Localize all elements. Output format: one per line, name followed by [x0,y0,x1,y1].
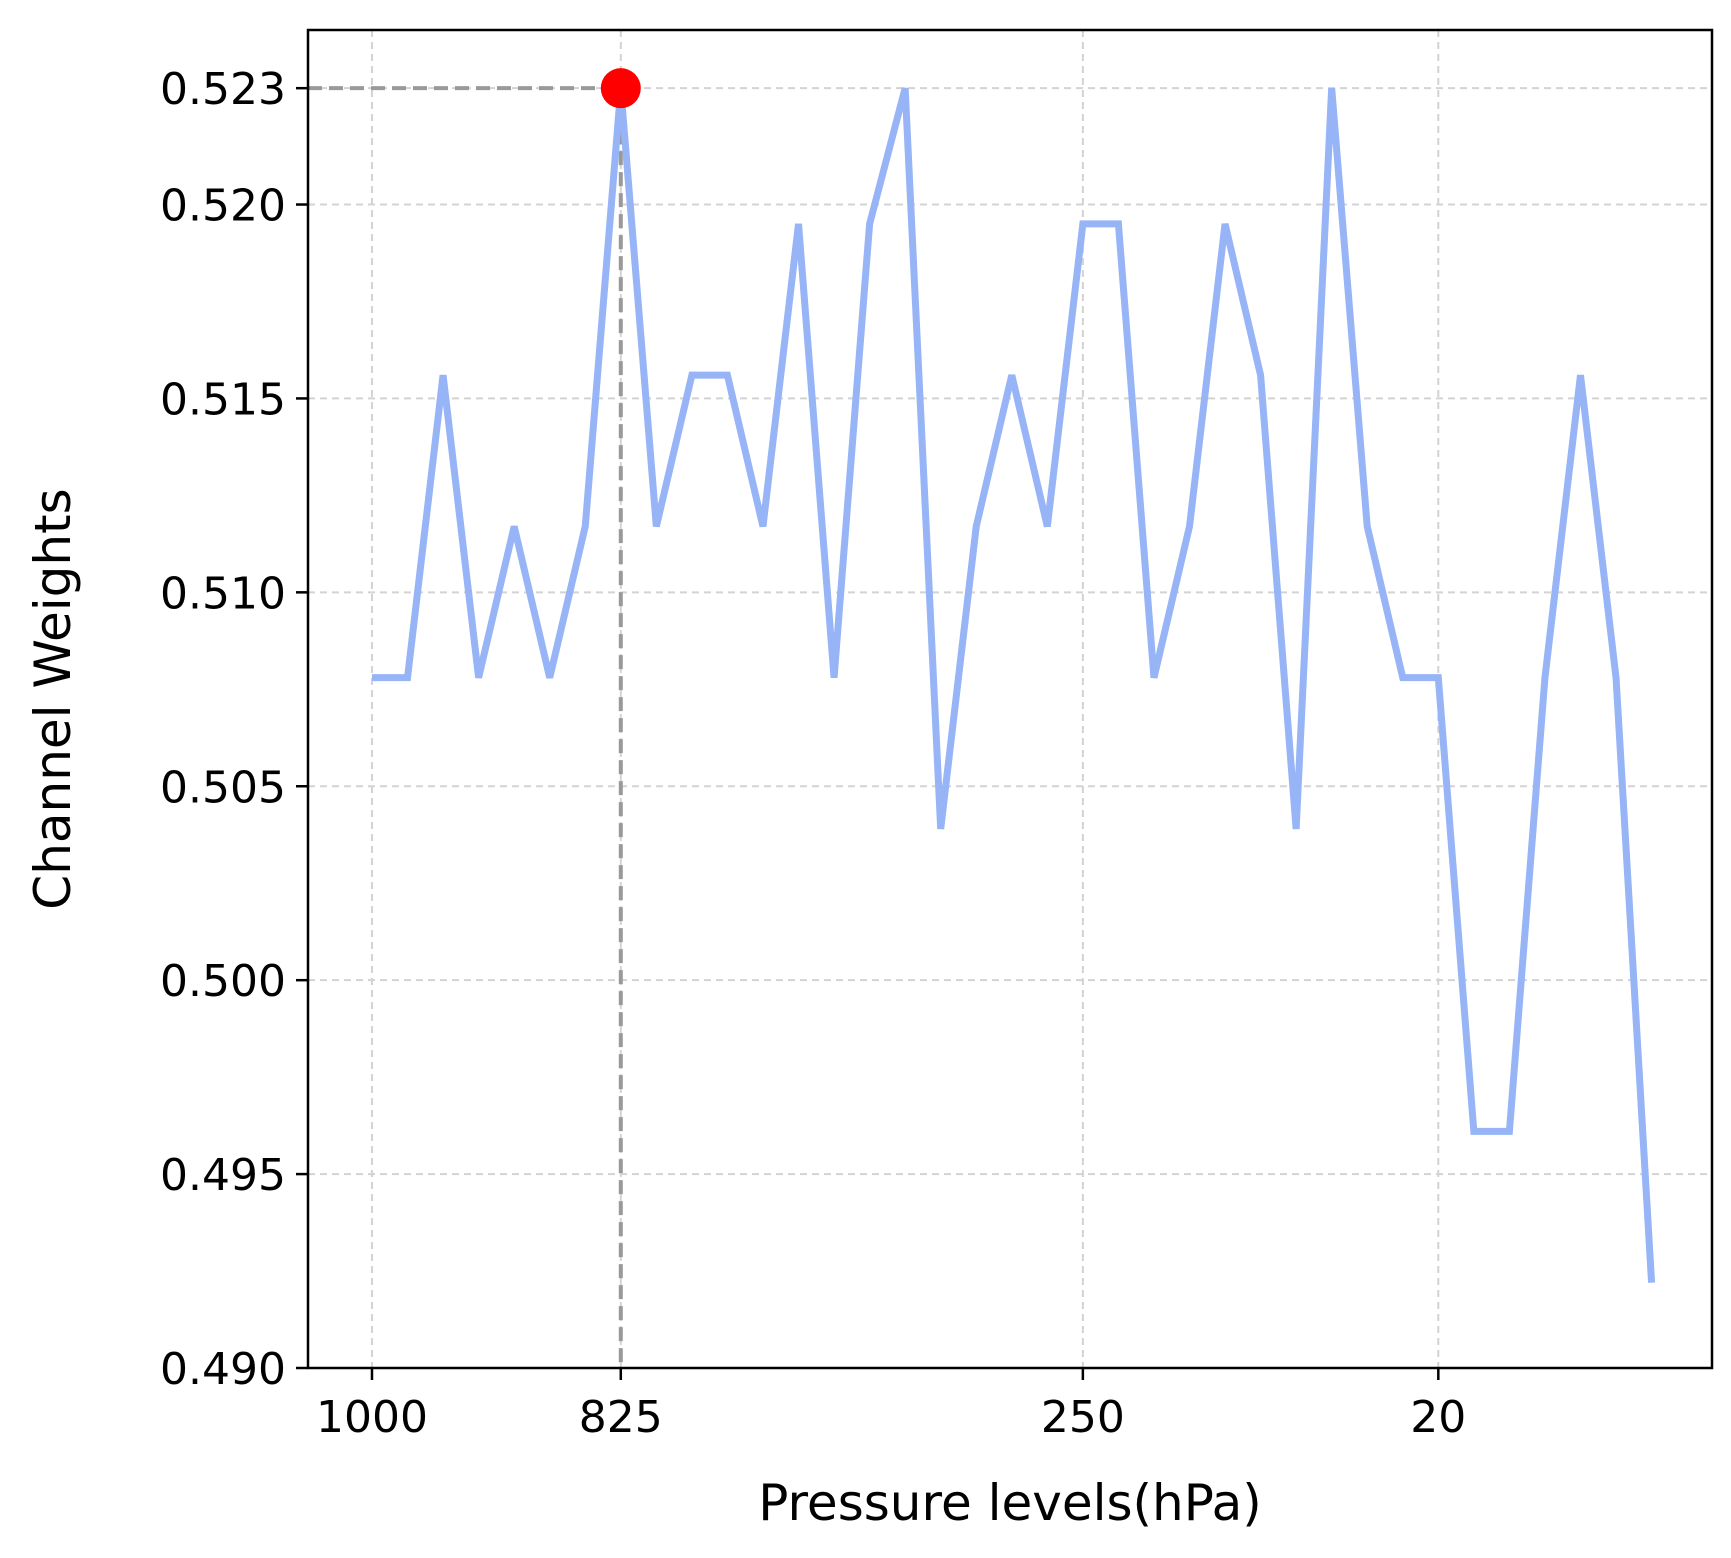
x-tick-label: 1000 [316,1392,428,1443]
x-tick-label: 825 [579,1392,663,1443]
y-tick-label: 0.510 [160,568,286,619]
x-tick-label: 250 [1041,1392,1125,1443]
highlight-point [600,68,641,109]
y-axis-label: Channel Weights [24,488,82,909]
x-axis-ticks: 1000 825 250 20 [316,1368,1466,1443]
highlight-guides [308,86,623,1368]
y-tick-label: 0.520 [160,181,286,232]
x-axis-label: Pressure levels(hPa) [758,1474,1262,1532]
plot-frame [306,28,1714,1370]
y-tick-label: 0.505 [160,762,286,813]
y-tick-label: 0.490 [160,1344,286,1395]
series-line [371,87,1656,1283]
y-axis-ticks: 0.490 0.495 0.500 0.505 0.510 0.515 0.520 0.523 [160,64,308,1395]
grid-lines [308,30,1712,1369]
y-tick-label: 0.500 [160,956,286,1007]
y-tick-label: 0.515 [160,374,286,425]
y-tick-label: 0.523 [160,64,286,115]
x-tick-label: 20 [1410,1392,1466,1443]
y-tick-label: 0.495 [160,1150,286,1201]
